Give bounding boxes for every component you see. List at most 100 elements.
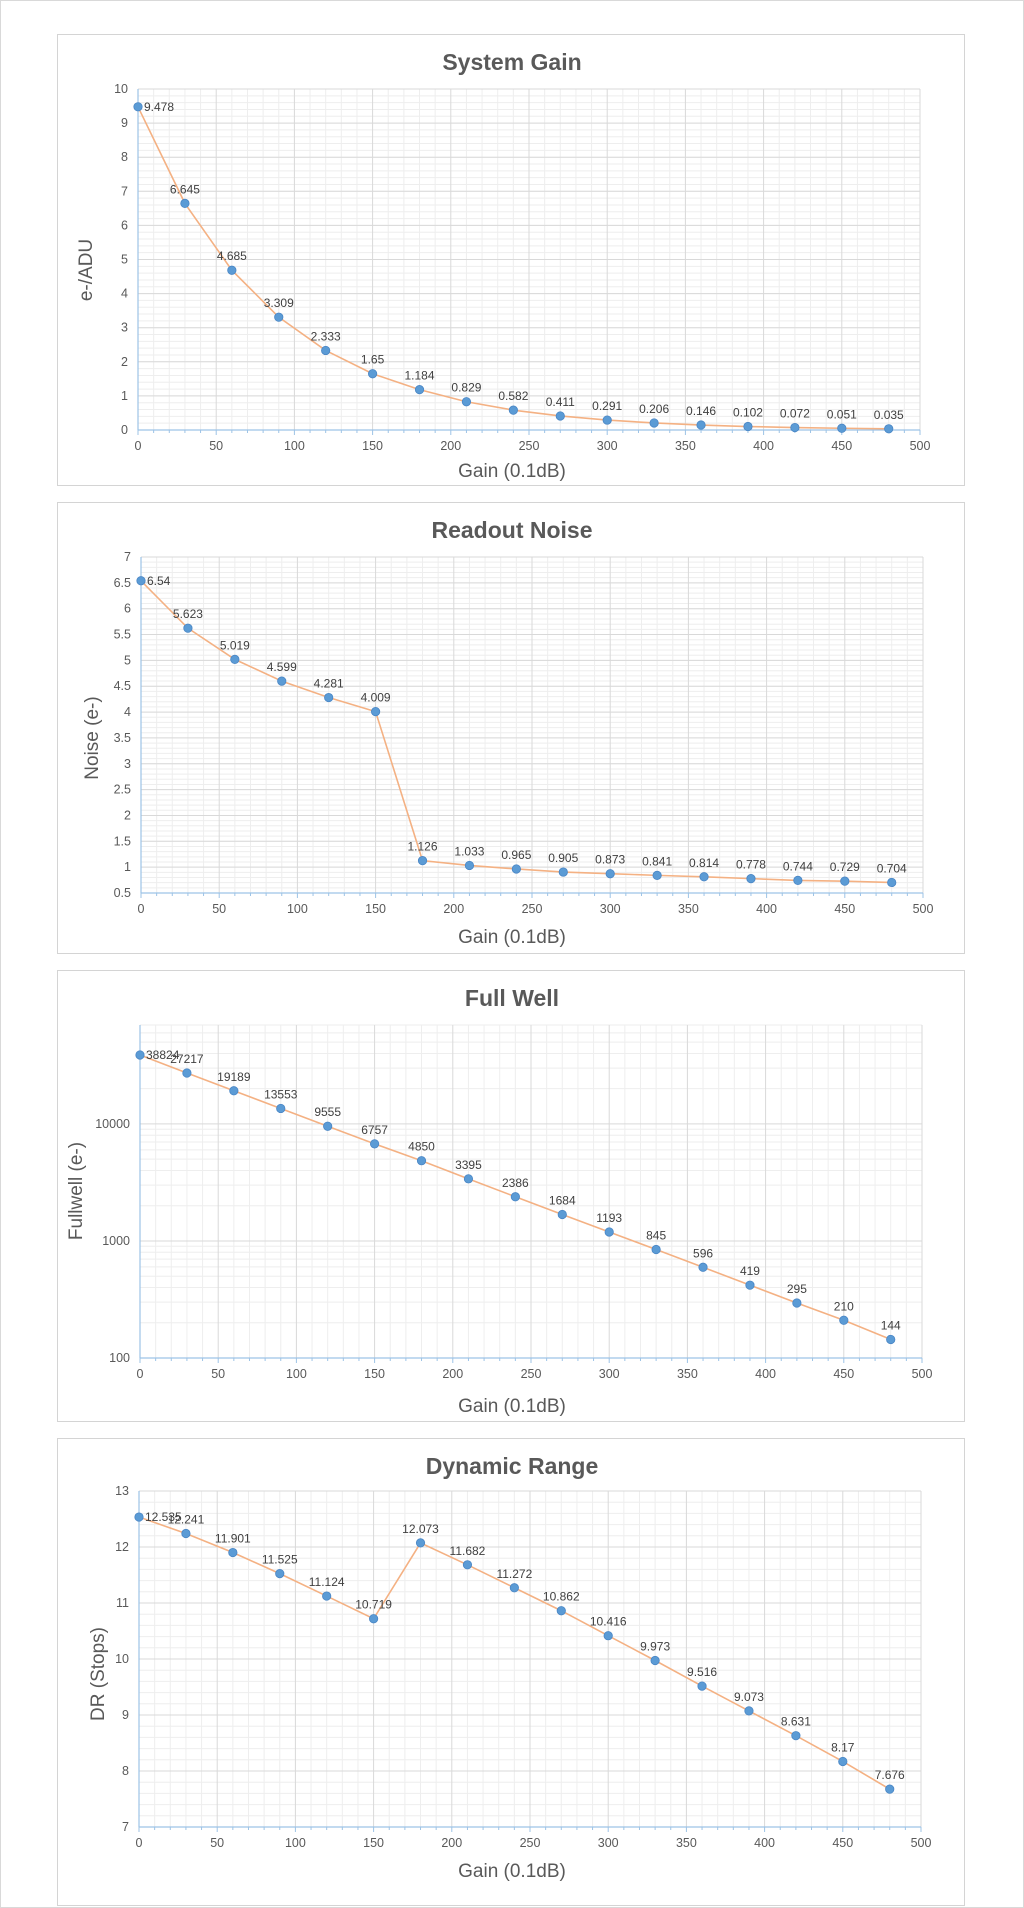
data-point: [558, 867, 568, 877]
data-point: [369, 1139, 380, 1149]
data-point: [698, 1262, 708, 1272]
x-tick-label: 0: [136, 1836, 143, 1850]
data-label: 0.778: [736, 858, 766, 872]
plot-area: 0 50 100 150 200 250 300 350 400 450 500 0 1 2 3 4 5 6 7 8 9…: [114, 82, 930, 453]
data-point: [416, 1156, 427, 1166]
data-point: [275, 1569, 285, 1579]
x-tick-label: 150: [365, 902, 386, 916]
data-label: 419: [740, 1264, 760, 1278]
chart-title: Dynamic Range: [426, 1453, 599, 1479]
data-point: [792, 1298, 802, 1308]
y-axis-label: Fullwell (e-): [66, 1142, 87, 1240]
data-point: [605, 869, 615, 879]
x-tick-label: 450: [833, 1367, 854, 1381]
x-axis-label: Gain (0.1dB): [458, 927, 566, 948]
data-label: 0.744: [783, 859, 813, 873]
data-point: [464, 860, 475, 871]
data-label: 0.905: [548, 851, 578, 865]
data-label: 8.17: [831, 1740, 855, 1754]
data-label: 12.535: [145, 1510, 182, 1524]
data-label: 1.65: [361, 353, 385, 367]
x-tick-label: 100: [287, 902, 308, 916]
x-tick-label: 200: [442, 1367, 463, 1381]
data-point: [743, 421, 753, 432]
data-label: 0.873: [595, 853, 625, 867]
full-well-chart: Full Well Gain (0.1dB) Fullwell (e-) 0 50…: [66, 985, 933, 1417]
data-point: [368, 1614, 379, 1624]
data-label: 9555: [314, 1105, 341, 1119]
x-tick-label: 350: [675, 439, 696, 453]
data-point: [791, 1731, 801, 1741]
data-point: [837, 423, 847, 433]
data-point: [744, 1706, 754, 1716]
data-label: 11.124: [309, 1575, 345, 1589]
chart-panel-system-gain: System Gain Gain (0.1dB) e-/ADU 0 50 100 15…: [57, 34, 965, 486]
y-tick-label: 1.5: [114, 834, 131, 848]
data-point: [136, 576, 146, 586]
data-label: 596: [693, 1246, 713, 1260]
data-label: 11.682: [450, 1544, 486, 1558]
x-tick-label: 350: [677, 1367, 698, 1381]
data-label: 12.073: [402, 1522, 439, 1536]
y-tick-label: 5: [124, 653, 131, 667]
data-point: [556, 1606, 566, 1616]
data-label: 6.645: [170, 182, 200, 196]
data-point: [322, 1591, 332, 1601]
data-label: 9.973: [640, 1640, 670, 1654]
data-point: [555, 411, 565, 421]
data-point: [603, 1631, 613, 1641]
data-point: [367, 369, 378, 379]
data-point: [790, 422, 800, 433]
data-point: [838, 1756, 848, 1767]
x-tick-label: 200: [440, 439, 461, 453]
data-point: [696, 420, 706, 430]
y-tick-label: 4.5: [114, 679, 131, 693]
data-point: [180, 198, 190, 209]
y-tick-label: 4: [124, 705, 131, 719]
data-label: 0.291: [592, 399, 622, 413]
x-tick-label: 500: [912, 1367, 933, 1381]
x-tick-label: 200: [441, 1836, 462, 1850]
data-point: [649, 418, 659, 428]
data-label: 0.829: [451, 381, 481, 395]
data-point: [840, 876, 850, 886]
data-label: 0.729: [830, 860, 860, 874]
x-tick-label: 300: [597, 439, 618, 453]
data-point: [274, 312, 284, 322]
y-tick-label: 100: [109, 1351, 130, 1365]
y-tick-label: 2.5: [114, 783, 131, 797]
data-label: 3395: [455, 1158, 482, 1172]
x-tick-label: 300: [600, 902, 621, 916]
x-tick-label: 450: [832, 1836, 853, 1850]
data-point: [461, 397, 472, 407]
dynamic-range-chart: Dynamic Range Gain (0.1dB) DR (Stops) 0 5…: [88, 1453, 932, 1882]
data-label: 0.051: [827, 407, 857, 421]
data-point: [277, 676, 287, 686]
data-label: 0.411: [546, 395, 575, 409]
data-label: 0.146: [686, 404, 716, 418]
data-label: 3.309: [264, 296, 294, 310]
data-label: 9.478: [144, 100, 174, 114]
x-tick-label: 0: [138, 902, 145, 916]
data-point: [885, 1784, 895, 1794]
chart-title: Readout Noise: [431, 517, 592, 543]
x-tick-label: 50: [212, 902, 226, 916]
data-point: [324, 692, 334, 703]
data-point: [650, 1655, 660, 1666]
data-label: 0.965: [501, 848, 531, 862]
chart-panel-full-well: Full Well Gain (0.1dB) Fullwell (e-) 0 50…: [57, 970, 965, 1422]
x-tick-label: 500: [911, 1836, 932, 1850]
data-label: 4.685: [217, 249, 247, 263]
data-label: 12.241: [168, 1513, 205, 1527]
x-tick-label: 400: [754, 1836, 775, 1850]
x-tick-label: 400: [753, 439, 774, 453]
data-label: 7.676: [875, 1768, 905, 1782]
x-tick-label: 400: [755, 1367, 776, 1381]
y-tick-label: 7: [121, 184, 128, 198]
data-label: 19189: [217, 1070, 251, 1084]
data-point: [839, 1315, 849, 1325]
x-tick-label: 100: [286, 1367, 307, 1381]
data-label: 4850: [408, 1140, 435, 1154]
data-label: 0.035: [874, 408, 904, 422]
data-label: 1.126: [408, 840, 438, 854]
